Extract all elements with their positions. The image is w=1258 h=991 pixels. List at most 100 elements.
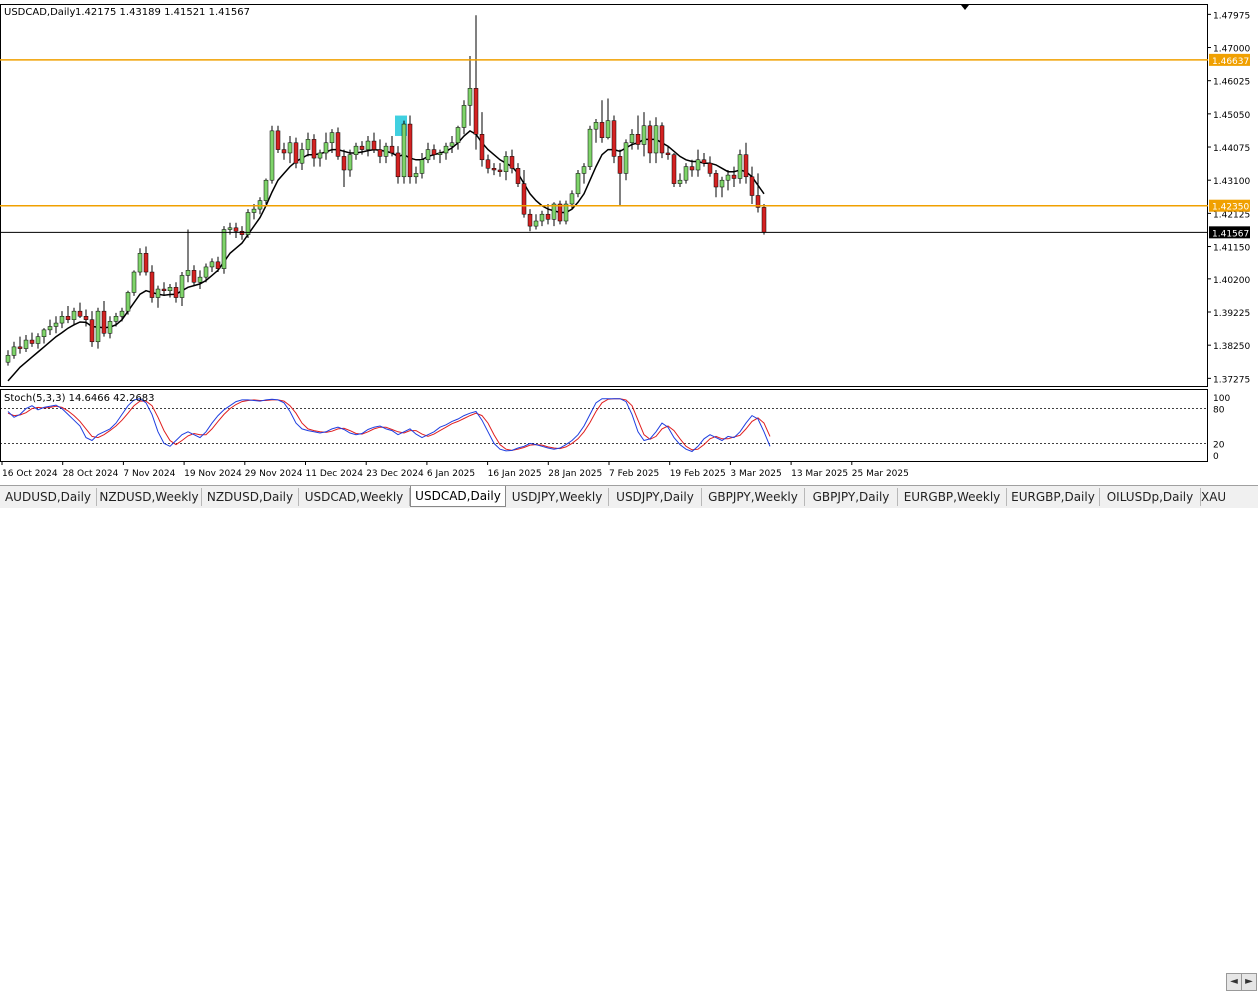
- tab-usdcad-daily[interactable]: USDCAD,Daily: [410, 486, 506, 507]
- candle: [107, 316, 113, 339]
- bear-candle-body: [755, 195, 761, 208]
- tab-oilusdp-daily[interactable]: OILUSDp,Daily: [1100, 488, 1201, 506]
- candle: [23, 334, 29, 352]
- candle: [425, 142, 431, 164]
- candle: [443, 142, 449, 160]
- candle: [671, 152, 677, 187]
- tab-usdjpy-weekly[interactable]: USDJPY,Weekly: [506, 488, 609, 506]
- tab-scroll-right-icon[interactable]: ►: [1241, 973, 1257, 991]
- candle: [713, 169, 719, 198]
- date-tick-label: 16 Jan 2025: [488, 469, 542, 479]
- bear-candle-body: [659, 125, 665, 154]
- bull-candle-body: [209, 261, 215, 268]
- bull-candle-body: [263, 179, 269, 201]
- bull-candle-body: [287, 142, 293, 154]
- candle: [617, 149, 623, 206]
- chart-shift-marker-icon[interactable]: [961, 5, 969, 10]
- bear-candle-body: [83, 316, 89, 320]
- date-tick-label: 29 Nov 2024: [245, 469, 303, 479]
- bear-candle-body: [491, 168, 497, 171]
- price-panel[interactable]: [0, 4, 1208, 387]
- bull-candle-body: [179, 275, 185, 298]
- candle: [53, 316, 59, 334]
- bull-candle-body: [725, 174, 731, 181]
- bull-candle-body: [47, 326, 53, 331]
- bull-candle-body: [59, 316, 65, 324]
- bear-candle-body: [293, 142, 299, 164]
- bull-candle-body: [131, 271, 137, 293]
- tab-nzdusd-daily[interactable]: NZDUSD,Daily: [202, 488, 299, 506]
- candle: [437, 149, 443, 164]
- chart-canvas[interactable]: 1.47975 1.47000 1.46025 1.45050 1.44075 1.431…: [0, 0, 1258, 485]
- candle: [371, 132, 377, 153]
- bull-candle-body: [95, 310, 101, 343]
- bear-candle-body: [65, 316, 71, 320]
- candle: [725, 169, 731, 191]
- bear-candle-body: [521, 183, 527, 215]
- candle: [173, 282, 179, 303]
- candle: [35, 333, 41, 349]
- tab-nzdusd-weekly[interactable]: NZDUSD,Weekly: [97, 488, 202, 506]
- candle: [161, 282, 167, 296]
- tab-usdcad-weekly[interactable]: USDCAD,Weekly: [299, 488, 410, 506]
- tab-gbpjpy-daily[interactable]: GBPJPY,Daily: [805, 488, 898, 506]
- bear-candle-body: [485, 159, 491, 169]
- tab-overflow[interactable]: XAUUSD: [1201, 490, 1225, 504]
- bear-candle-body: [239, 230, 245, 235]
- ohlc-readout: 1.42175 1.43189 1.41521 1.41567: [75, 7, 250, 18]
- bear-candle-body: [647, 125, 653, 154]
- bear-candle-body: [557, 203, 563, 222]
- candle: [515, 163, 521, 187]
- candle: [143, 246, 149, 276]
- price-tick-label: 1.44075: [1213, 144, 1250, 154]
- candle: [251, 204, 257, 220]
- candle: [311, 134, 317, 167]
- candle: [605, 98, 611, 140]
- candle: [509, 149, 515, 174]
- candle: [419, 152, 425, 179]
- bull-candle-body: [305, 139, 311, 150]
- tab-usdjpy-daily[interactable]: USDJPY,Daily: [609, 488, 702, 506]
- price-tick-label: 1.40200: [1213, 276, 1250, 286]
- bull-candle-body: [695, 159, 701, 171]
- candle: [545, 204, 551, 225]
- candle: [677, 173, 683, 187]
- bear-candle-body: [233, 227, 239, 232]
- bull-candle-body: [539, 213, 545, 222]
- candle: [497, 163, 503, 177]
- stoch-panel[interactable]: [0, 389, 1208, 462]
- date-tick-label: 7 Nov 2024: [123, 469, 175, 479]
- bear-candle-body: [143, 253, 149, 273]
- candle: [479, 112, 485, 167]
- bull-candle-body: [323, 142, 329, 154]
- date-tick-label: 23 Dec 2024: [366, 469, 424, 479]
- tab-gbpjpy-weekly[interactable]: GBPJPY,Weekly: [702, 488, 805, 506]
- tab-scroll-left-icon[interactable]: ◄: [1226, 973, 1242, 991]
- stoch-main-line: [7, 398, 771, 453]
- bull-candle-body: [569, 193, 575, 205]
- bull-candle-body: [623, 142, 629, 174]
- bull-candle-body: [563, 203, 569, 222]
- bear-candle-body: [707, 162, 713, 174]
- tab-eurgbp-daily[interactable]: EURGBP,Daily: [1007, 488, 1100, 506]
- bear-candle-body: [497, 169, 503, 172]
- candle: [701, 152, 707, 167]
- candle: [467, 56, 473, 126]
- candle: [683, 163, 689, 184]
- candle: [413, 166, 419, 184]
- bull-candle-body: [413, 173, 419, 178]
- bull-candle-body: [737, 154, 743, 179]
- bear-candle-body: [701, 159, 707, 164]
- bear-candle-body: [431, 149, 437, 155]
- tab-audusd-daily[interactable]: AUDUSD,Daily: [0, 488, 97, 506]
- bear-candle-body: [509, 156, 515, 169]
- candle: [623, 139, 629, 181]
- bull-candle-body: [353, 145, 359, 155]
- bull-candle-body: [581, 166, 587, 174]
- current-price-tag-text: 1.41567: [1212, 229, 1249, 239]
- bull-candle-body: [119, 310, 125, 317]
- tab-eurgbp-weekly[interactable]: EURGBP,Weekly: [898, 488, 1007, 506]
- candle: [581, 163, 587, 184]
- bull-candle-body: [155, 288, 161, 298]
- candle: [269, 125, 275, 184]
